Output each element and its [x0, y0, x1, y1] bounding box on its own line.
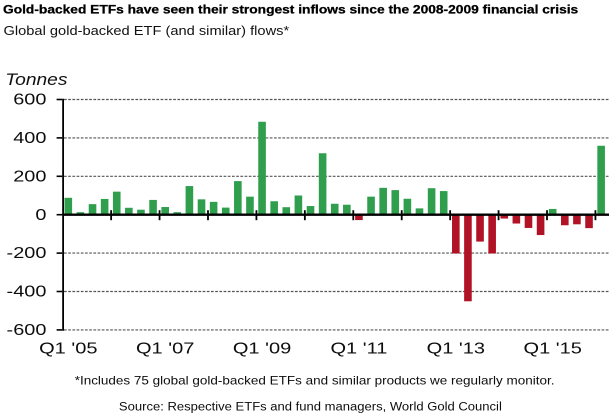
svg-text:-400: -400	[7, 283, 47, 301]
svg-text:Global gold-backed ETF (and si: Global gold-backed ETF (and similar) flo…	[4, 23, 290, 38]
svg-text:Source: Respective ETFs and fu: Source: Respective ETFs and fund manager…	[119, 400, 502, 413]
svg-text:Tonnes: Tonnes	[5, 70, 67, 89]
svg-text:Q1 '05: Q1 '05	[39, 340, 97, 357]
svg-text:Q1 '07: Q1 '07	[136, 340, 194, 357]
svg-text:Gold-backed ETFs have seen the: Gold-backed ETFs have seen their stronge…	[3, 2, 578, 16]
svg-text:Q1 '11: Q1 '11	[330, 340, 387, 357]
svg-text:-600: -600	[7, 321, 47, 339]
svg-text:600: 600	[13, 91, 46, 109]
svg-text:Q1 '15: Q1 '15	[524, 340, 582, 357]
svg-text:0: 0	[35, 206, 46, 224]
svg-text:Q1 '09: Q1 '09	[233, 340, 291, 357]
svg-text:200: 200	[13, 167, 46, 185]
svg-text:*Includes 75 global gold-backe: *Includes 75 global gold-backed ETFs and…	[75, 374, 555, 387]
svg-text:400: 400	[13, 129, 46, 147]
svg-text:Q1 '13: Q1 '13	[427, 340, 485, 357]
svg-text:-200: -200	[7, 244, 47, 262]
